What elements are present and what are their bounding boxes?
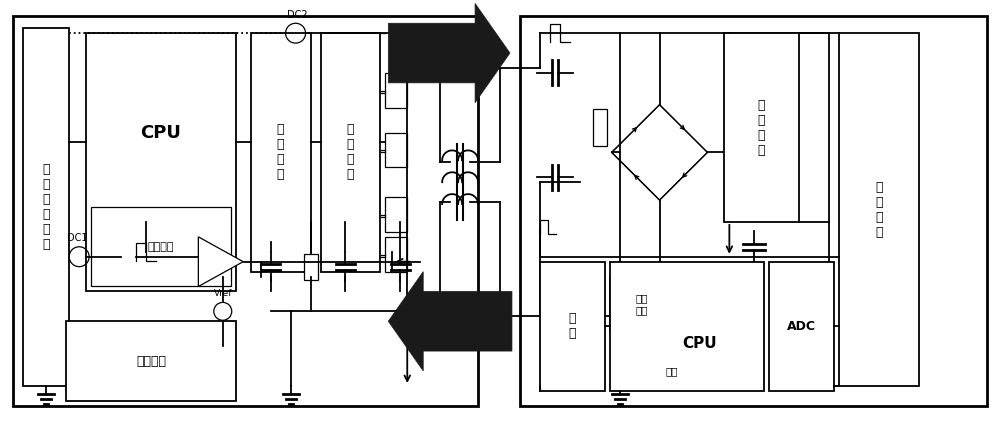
Text: 数字
信号: 数字 信号 — [635, 294, 648, 315]
Bar — [520, 16, 987, 406]
Bar — [610, 276, 675, 331]
Text: 数字处理: 数字处理 — [148, 242, 174, 252]
Text: Vref: Vref — [214, 289, 232, 298]
Text: 显示模块: 显示模块 — [136, 354, 166, 368]
Bar — [13, 16, 478, 406]
Text: CPU: CPU — [141, 124, 181, 141]
Bar — [385, 197, 407, 232]
Text: ADC: ADC — [787, 320, 816, 333]
Text: DC1: DC1 — [67, 233, 87, 243]
Text: CPU: CPU — [682, 335, 717, 351]
Bar — [320, 33, 380, 272]
Text: 驱
动
模
块: 驱 动 模 块 — [347, 123, 354, 181]
Text: 编码: 编码 — [665, 366, 678, 376]
Bar — [385, 133, 407, 167]
Bar — [23, 28, 69, 386]
Bar — [66, 321, 236, 401]
Text: 隔
离
模
块: 隔 离 模 块 — [277, 123, 284, 181]
Polygon shape — [198, 237, 243, 287]
Text: 电
源
管
理
系
统: 电 源 管 理 系 统 — [43, 163, 50, 251]
Bar — [385, 237, 407, 272]
Bar — [91, 207, 231, 287]
Text: DC2: DC2 — [287, 10, 308, 20]
Text: 驱
动: 驱 动 — [568, 312, 576, 340]
Bar — [839, 33, 919, 386]
Text: POWER: POWER — [422, 46, 474, 60]
Bar — [593, 109, 607, 146]
Polygon shape — [388, 3, 510, 103]
Bar — [86, 33, 236, 292]
Text: DATA: DATA — [434, 315, 470, 328]
Bar — [304, 254, 318, 279]
Bar — [385, 73, 407, 108]
Bar — [540, 262, 605, 391]
Bar — [724, 33, 799, 222]
Text: 储
能
元
件: 储 能 元 件 — [758, 99, 765, 157]
Polygon shape — [388, 272, 512, 371]
Bar — [251, 33, 311, 272]
Text: 测
量
单
元: 测 量 单 元 — [875, 181, 883, 239]
Bar — [769, 262, 834, 391]
Bar — [610, 262, 764, 391]
